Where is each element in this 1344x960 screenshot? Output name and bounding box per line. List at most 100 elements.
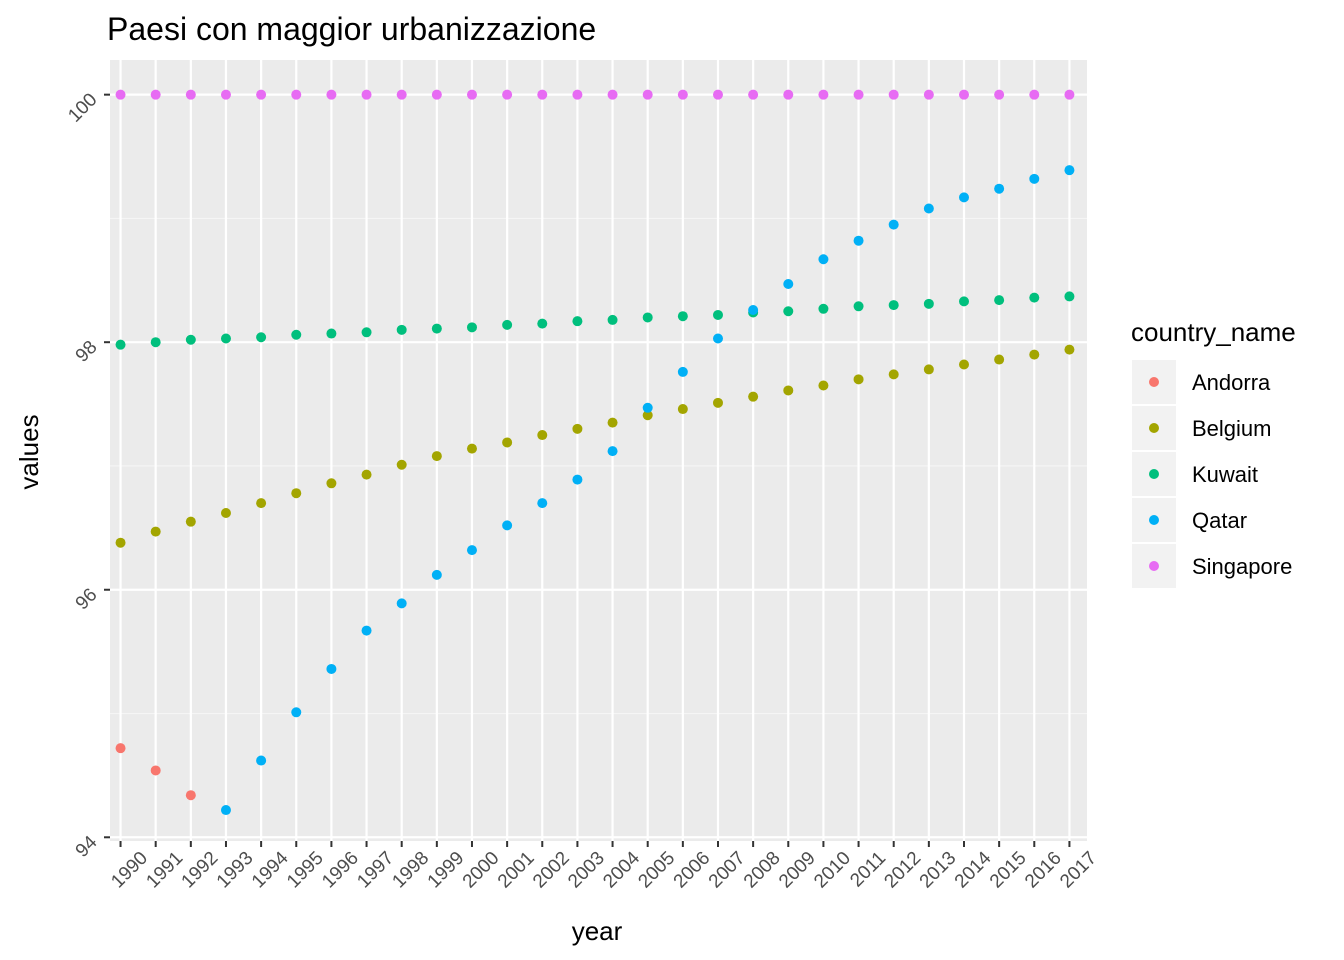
legend-item-belgium: Belgium [1132,406,1271,450]
data-point [115,89,126,100]
chart-title: Paesi con maggior urbanizzazione [107,11,596,47]
legend: country_name Andorra Belgium Kuwait Qatar Si… [1131,317,1296,588]
x-tick-label: 1993 [213,848,258,893]
data-point [256,498,267,509]
data-point [783,279,794,290]
legend-item-kuwait: Kuwait [1132,452,1258,496]
series-belgium [115,344,1075,548]
data-point [958,359,969,370]
data-point [958,192,969,203]
data-point [783,89,794,100]
data-point [115,339,126,350]
data-point [150,337,161,348]
data-point [220,333,231,344]
x-tick-label: 2003 [564,848,609,893]
data-point [220,89,231,100]
data-point [537,89,548,100]
data-point [150,526,161,537]
data-point [712,89,723,100]
data-point [607,417,618,428]
series-qatar [220,165,1075,816]
x-tick-label: 2015 [986,848,1031,893]
data-point [642,402,653,413]
data-point [748,305,759,316]
data-point [818,89,829,100]
data-point [677,404,688,415]
plot-panel [110,60,1087,841]
data-point [537,318,548,329]
data-point [1029,89,1040,100]
x-tick-label: 2005 [634,848,679,893]
y-tick-label: 98 [72,337,102,367]
data-point [783,385,794,396]
data-point [572,474,583,485]
data-point [431,451,442,462]
data-point [396,324,407,335]
data-point [326,89,337,100]
data-point [572,316,583,327]
x-tick-label: 2012 [880,848,925,893]
data-point [888,219,899,230]
data-point [888,369,899,380]
data-point [256,755,267,766]
data-point [1029,292,1040,303]
data-point [396,459,407,470]
x-tick-label: 2010 [810,848,855,893]
x-tick-label: 1994 [248,847,293,892]
x-tick-label: 2014 [951,847,996,892]
data-point [572,89,583,100]
data-point [466,443,477,454]
data-point [1029,349,1040,360]
data-point [888,300,899,311]
data-point [185,334,196,345]
data-point [642,89,653,100]
legend-label: Belgium [1192,416,1271,441]
legend-swatch [1149,561,1159,571]
data-point [220,805,231,816]
x-tick-label: 1999 [424,848,469,893]
data-point [256,89,267,100]
data-point [291,488,302,499]
x-tick-label: 1996 [318,848,363,893]
data-point [537,498,548,509]
legend-swatch [1149,515,1159,525]
data-point [923,298,934,309]
data-point [994,354,1005,365]
data-point [185,89,196,100]
data-point [712,309,723,320]
data-point [748,391,759,402]
x-tick-label: 2007 [705,848,750,893]
data-point [185,790,196,801]
data-point [1064,344,1075,355]
data-point [994,89,1005,100]
data-point [150,89,161,100]
y-axis: 94 96 98 100 [64,89,110,862]
data-point [326,478,337,489]
data-point [607,446,618,457]
series-andorra [115,743,196,801]
x-axis: 1990199119921993199419951996199719981999… [107,841,1101,892]
x-tick-label: 1990 [107,848,152,893]
data-point [677,366,688,377]
y-tick-label: 100 [64,89,101,126]
legend-item-singapore: Singapore [1132,544,1292,588]
data-point [115,537,126,548]
data-point [361,469,372,480]
data-point [642,312,653,323]
data-point [150,765,161,776]
data-point [502,437,513,448]
data-point [712,397,723,408]
data-point [115,743,126,754]
legend-label: Qatar [1192,508,1247,533]
grid-minor [110,217,1087,715]
data-point [853,89,864,100]
data-point [502,319,513,330]
data-point [466,545,477,556]
data-point [818,254,829,265]
data-point [291,89,302,100]
data-point [607,314,618,325]
data-point [607,89,618,100]
data-point [818,303,829,314]
data-point [1029,173,1040,184]
